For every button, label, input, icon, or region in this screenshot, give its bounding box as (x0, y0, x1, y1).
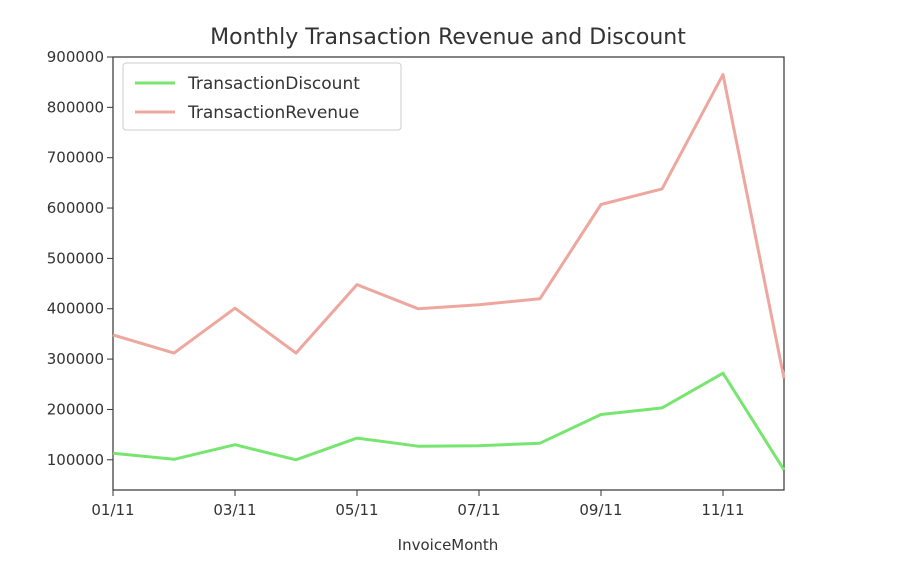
x-axis-label: InvoiceMonth (398, 536, 499, 554)
series-line-transactiondiscount (112, 371, 786, 471)
y-tick-label: 900000 (47, 48, 104, 66)
legend-label-transaction-discount: TransactionDiscount (187, 74, 360, 94)
y-axis: 100000 200000 300000 400000 500000 600000 7000… (47, 48, 113, 469)
x-tick-label: 07/11 (457, 501, 500, 519)
x-tick-label: 11/11 (701, 501, 744, 519)
legend: TransactionDiscount TransactionRevenue (122, 62, 402, 131)
chart-title: Monthly Transaction Revenue and Discount (210, 25, 686, 50)
y-tick-label: 200000 (47, 400, 104, 418)
y-tick-label: 400000 (47, 300, 104, 318)
x-tick-label: 03/11 (213, 501, 256, 519)
series-lines (112, 73, 786, 471)
y-tick-label: 600000 (47, 199, 104, 217)
x-tick-label: 01/11 (91, 501, 134, 519)
legend-box (122, 62, 402, 131)
y-tick-label: 800000 (47, 98, 104, 116)
x-axis: 01/11 03/11 05/11 07/11 09/11 11/11 (91, 490, 745, 519)
y-tick-label: 500000 (47, 249, 104, 267)
series-line-transactionrevenue (112, 73, 786, 379)
y-tick-label: 300000 (47, 350, 104, 368)
y-tick-label: 100000 (47, 451, 104, 469)
x-tick-label: 09/11 (579, 501, 622, 519)
x-tick-label: 05/11 (335, 501, 378, 519)
y-tick-label: 700000 (47, 149, 104, 167)
legend-label-transaction-revenue: TransactionRevenue (187, 103, 359, 123)
